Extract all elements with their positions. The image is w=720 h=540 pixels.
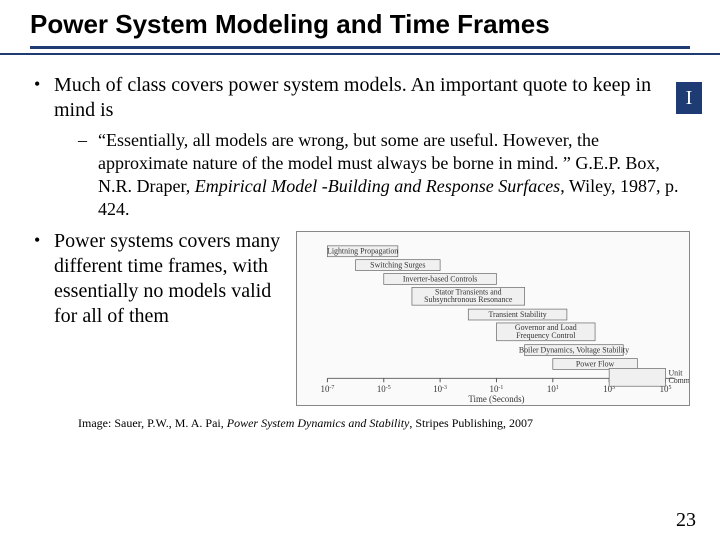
svg-text:10-7: 10-7 [321,384,335,394]
image-citation: Image: Sauer, P.W., M. A. Pai, Power Sys… [78,416,690,431]
svg-text:Commitment: Commitment [668,376,689,385]
bullet-1-sub: “Essentially, all models are wrong, but … [78,129,690,221]
bullet-2-text: Power systems covers many different time… [54,229,284,329]
svg-text:10-1: 10-1 [490,384,504,394]
svg-text:Boiler Dynamics, Voltage Stab: Boiler Dynamics, Voltage Stability [519,346,629,355]
svg-text:10-5: 10-5 [377,384,391,394]
slide-content: Much of class covers power system models… [0,55,720,431]
title-underline [30,46,690,49]
page-title: Power System Modeling and Time Frames [30,10,690,40]
svg-text:Inverter-based Controls: Inverter-based Controls [403,274,478,283]
bullet-2: Power systems covers many different time… [30,229,690,406]
timeline-chart-svg: 10-710-510-310-1101103105Time (Seconds)L… [297,232,689,405]
svg-text:101: 101 [547,384,559,394]
svg-text:Frequency Control: Frequency Control [516,331,576,340]
svg-text:Time (Seconds): Time (Seconds) [468,394,524,404]
svg-text:Switching Surges: Switching Surges [370,261,425,270]
bullet-1-text: Much of class covers power system models… [54,74,651,121]
timeline-chart: 10-710-510-310-1101103105Time (Seconds)L… [296,231,690,406]
quote-book-title: Empirical Model -Building and Response S… [195,176,560,196]
bullet-1: Much of class covers power system models… [30,73,690,221]
svg-text:10-3: 10-3 [433,384,447,394]
svg-text:Transient Stability: Transient Stability [488,310,546,319]
citation-pre: Image: Sauer, P.W., M. A. Pai, [78,416,227,430]
svg-text:Subsynchronous Resonance: Subsynchronous Resonance [424,295,513,304]
citation-post: , Stripes Publishing, 2007 [409,416,533,430]
svg-text:Lightning Propagation: Lightning Propagation [327,247,398,256]
page-number: 23 [676,509,696,532]
citation-title: Power System Dynamics and Stability [227,416,410,430]
svg-text:Power Flow: Power Flow [576,359,615,368]
